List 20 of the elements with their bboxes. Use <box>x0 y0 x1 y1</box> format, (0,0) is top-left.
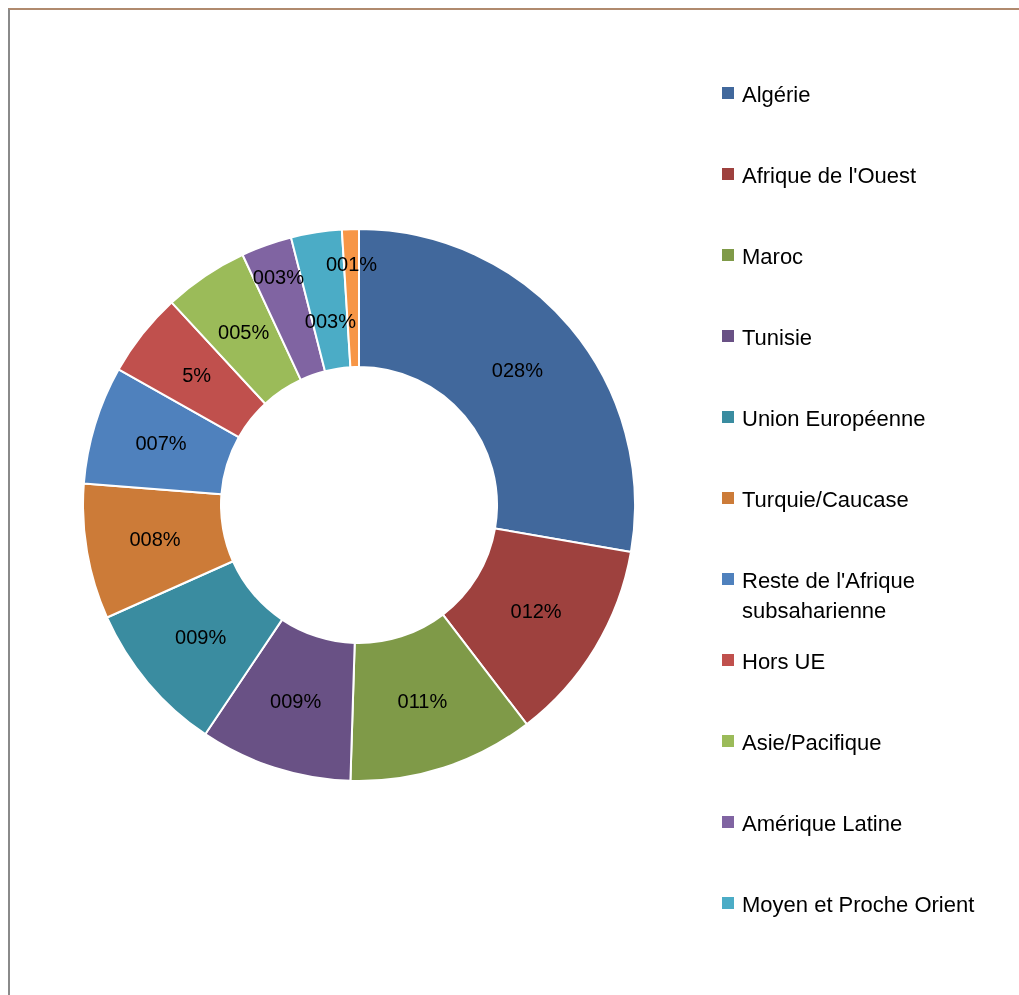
data-label: 028% <box>491 359 544 382</box>
data-label: 011% <box>397 689 448 712</box>
data-label: 5% <box>182 364 212 387</box>
legend-label: Algérie <box>742 81 812 109</box>
legend-label: Tunisie <box>742 324 814 352</box>
legend-label: Hors UE <box>742 648 827 676</box>
data-label: 007% <box>135 432 187 455</box>
data-label: 009% <box>270 689 322 712</box>
legend-label: Asie/Pacifique <box>742 729 883 757</box>
legend-label: Moyen et Proche Orient <box>742 891 976 919</box>
data-label: 009% <box>175 625 227 648</box>
data-label: 012% <box>510 599 562 622</box>
legend-label: Afrique de l'Ouest <box>742 162 918 190</box>
data-label: 005% <box>218 320 270 343</box>
legend-label: Reste de l'Afrique subsaharienne <box>742 567 916 625</box>
data-label: 008% <box>129 527 181 550</box>
legend-label: Turquie/Caucase <box>742 486 910 514</box>
legend-label: Union Européenne <box>742 405 927 433</box>
legend-label: Maroc <box>742 243 805 271</box>
legend-label: Amérique Latine <box>742 810 904 838</box>
